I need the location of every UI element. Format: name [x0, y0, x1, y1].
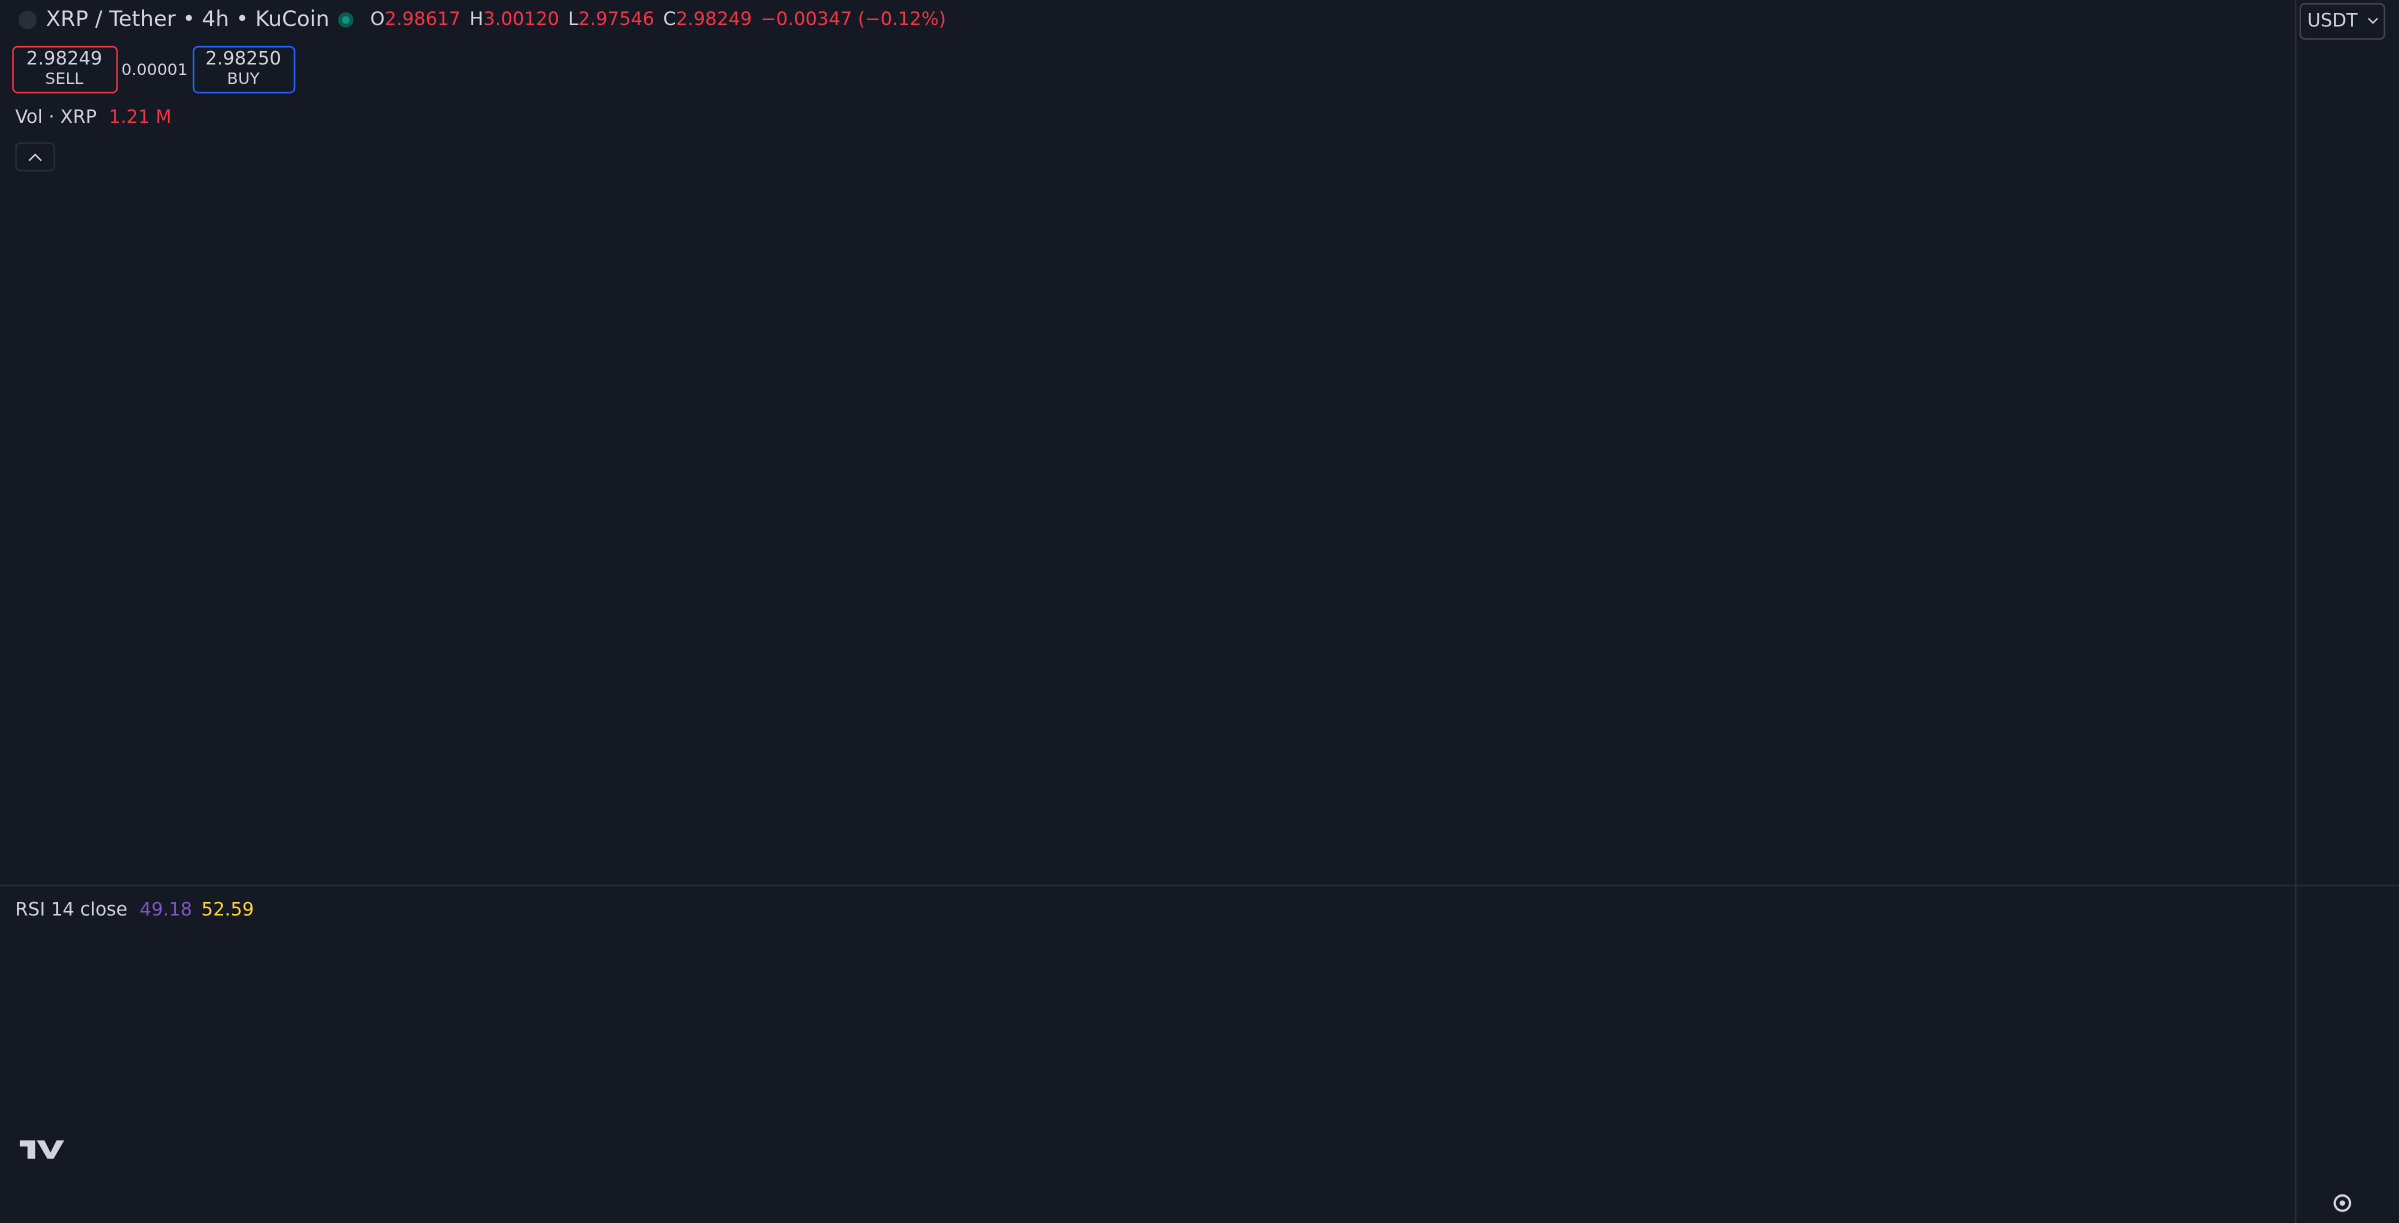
collapse-icon [28, 153, 42, 162]
sell-button[interactable] [12, 45, 118, 94]
sell-price[interactable]: 2.98249 [26, 49, 102, 70]
sell-label[interactable]: SELL [45, 69, 83, 88]
logo[interactable] [19, 1140, 65, 1159]
change-value: −0.00347 (−0.12%) [761, 9, 946, 30]
high-label: H [470, 9, 484, 30]
volume-legend: Vol · XRP 1.21 M [15, 107, 171, 128]
settings-button[interactable] [2333, 1194, 2352, 1212]
rsi-legend: RSI 14 close 49.18 52.59 [15, 900, 254, 921]
collapse-button[interactable] [15, 142, 56, 172]
close-label: C [663, 9, 676, 30]
ohlc: O2.98617 H3.00120 L2.97546 C2.98249 −0.0… [370, 9, 946, 30]
buy-label[interactable]: BUY [227, 69, 260, 88]
volume-label: Vol · XRP [15, 107, 96, 128]
high-value: 3.00120 [483, 9, 559, 30]
currency-select-label[interactable]: USDT [2307, 10, 2358, 31]
select-chevron [2367, 17, 2379, 25]
market-status-dot [341, 16, 350, 24]
spread: 0.00001 [121, 60, 187, 79]
currency-select[interactable] [2299, 3, 2386, 40]
open-label: O [370, 9, 384, 30]
symbol-icon[interactable] [18, 10, 37, 30]
buy-button[interactable] [192, 45, 296, 94]
close-value: 2.98249 [676, 9, 752, 30]
rsi-value: 49.18 [140, 900, 193, 921]
buy-price[interactable]: 2.98250 [205, 49, 281, 70]
low-value: 2.97546 [578, 9, 654, 30]
low-label: L [568, 9, 579, 30]
volume-value: 1.21 M [109, 107, 172, 128]
rsi-label: RSI 14 close [15, 900, 127, 921]
open-value: 2.98617 [385, 9, 461, 30]
symbol-title[interactable]: XRP / Tether • 4h • KuCoin [46, 7, 329, 32]
settings-icon [2339, 1200, 2346, 1206]
rsi-ma-value: 52.59 [201, 900, 254, 921]
